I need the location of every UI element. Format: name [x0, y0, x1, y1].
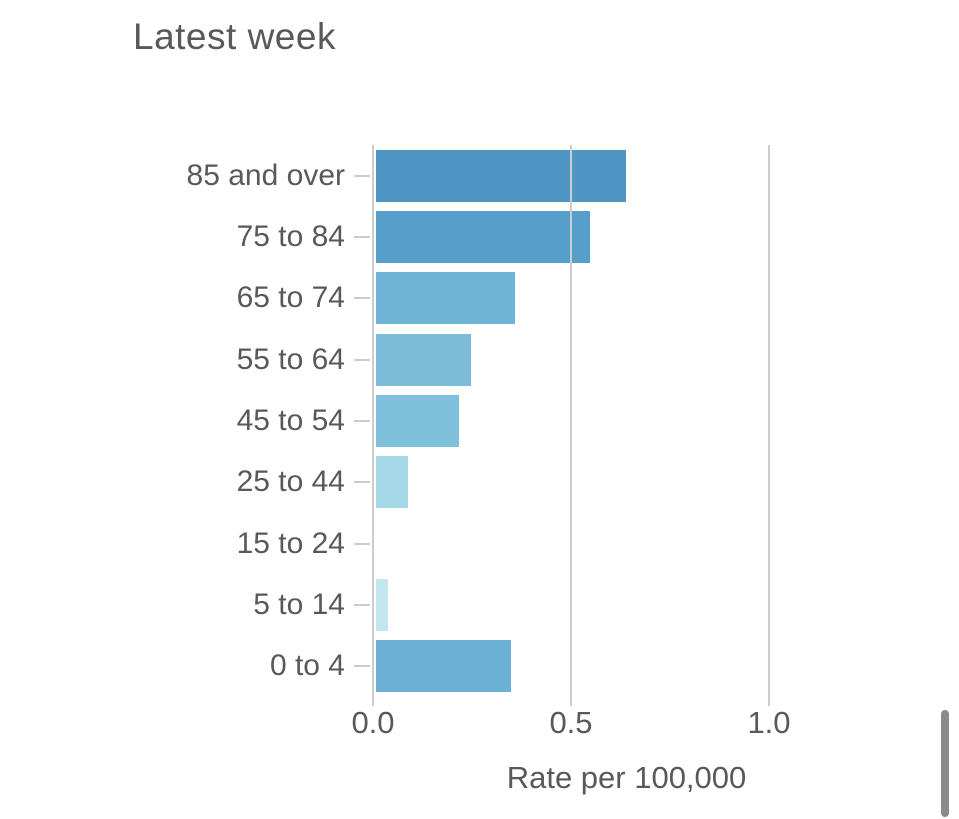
bar[interactable]	[376, 149, 626, 202]
y-tick-mark	[354, 481, 370, 484]
y-axis-label: 15 to 24	[236, 526, 345, 560]
x-tick-label: 0.5	[549, 705, 593, 740]
y-axis-label: 45 to 54	[236, 403, 345, 437]
y-axis-label: 25 to 44	[236, 465, 345, 499]
bar-row	[354, 636, 880, 697]
bar-row	[354, 574, 880, 635]
y-tick-mark	[354, 235, 370, 238]
bar[interactable]	[376, 272, 515, 325]
bar-row	[354, 513, 880, 574]
bar-row	[354, 390, 880, 451]
gridline-x-0.5	[570, 145, 572, 697]
x-axis-label: Rate per 100,000	[506, 760, 747, 795]
vertical-scrollbar-thumb[interactable]	[941, 710, 949, 817]
x-tick-mark	[372, 697, 374, 706]
chart-title: Latest week	[133, 16, 336, 57]
y-axis-label: 55 to 64	[236, 342, 345, 376]
bar[interactable]	[376, 578, 388, 631]
y-tick-mark	[354, 358, 370, 361]
y-tick-mark	[354, 665, 370, 668]
bar-row	[354, 145, 880, 206]
bar-row	[354, 206, 880, 267]
x-tick-label: 0.0	[351, 705, 395, 740]
bar-row	[354, 268, 880, 329]
bar[interactable]	[376, 640, 511, 693]
bar[interactable]	[376, 210, 590, 263]
y-tick-mark	[354, 174, 370, 177]
x-tick-label: 1.0	[747, 705, 791, 740]
y-axis-label: 75 to 84	[236, 219, 345, 253]
x-tick-mark	[570, 697, 572, 706]
bar-rows	[354, 145, 880, 697]
y-tick-mark	[354, 542, 370, 545]
y-tick-mark	[354, 297, 370, 300]
bar-row	[354, 329, 880, 390]
bar[interactable]	[376, 394, 459, 447]
y-axis-label: 5 to 14	[253, 587, 345, 621]
gridline-x-0.0	[372, 145, 374, 697]
bar[interactable]	[376, 333, 471, 386]
bar-row	[354, 452, 880, 513]
x-tick-mark	[768, 697, 770, 706]
plot-area: 0.0 0.5 1.0	[351, 145, 880, 740]
y-tick-mark	[354, 419, 370, 422]
y-axis-labels: 85 and over 75 to 84 65 to 74 55 to 64 45 to…	[0, 145, 355, 697]
bar[interactable]	[376, 456, 408, 509]
y-axis-label: 85 and over	[186, 158, 345, 192]
y-axis-label: 0 to 4	[269, 649, 345, 683]
y-axis-label: 65 to 74	[236, 281, 345, 315]
gridline-x-1.0	[768, 145, 770, 697]
y-tick-mark	[354, 603, 370, 606]
